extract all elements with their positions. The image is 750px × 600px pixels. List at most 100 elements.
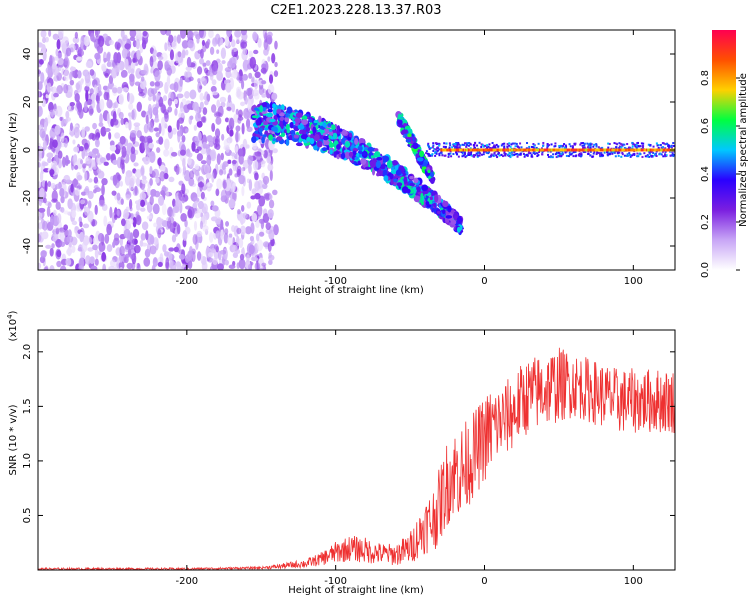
heatmap-cell: [509, 156, 512, 159]
heatmap-cell: [53, 108, 58, 116]
heatmap-cell: [70, 183, 74, 193]
heatmap-cell: [621, 144, 624, 147]
heatmap-cell: [254, 71, 261, 79]
heatmap-cell: [103, 57, 108, 63]
heatmap-cell: [456, 153, 459, 156]
heatmap-cell: [216, 99, 221, 108]
heatmap-cell: [309, 138, 315, 145]
heatmap-cell: [183, 71, 188, 80]
heatmap-cell: [523, 155, 526, 158]
heatmap-cell: [657, 146, 660, 149]
heatmap-cell: [516, 145, 519, 148]
heatmap-cell: [426, 152, 429, 155]
heatmap-cell: [67, 246, 72, 257]
heatmap-cell: [267, 242, 272, 252]
heatmap-cell: [194, 210, 201, 219]
heatmap-cell: [148, 95, 152, 102]
heatmap-cell: [173, 246, 179, 253]
heatmap-cell: [247, 87, 254, 100]
heatmap-cell: [226, 30, 232, 38]
heatmap-cell: [456, 226, 461, 233]
heatmap-cell: [84, 185, 90, 196]
heatmap-cell: [276, 108, 282, 115]
snr-scale-base: (x10: [8, 319, 19, 342]
heatmap-cell: [515, 148, 518, 152]
heatmap-cell: [73, 178, 78, 188]
y-tick-label: 0: [22, 147, 33, 153]
heatmap-cell: [109, 144, 117, 152]
heatmap-cell: [469, 148, 473, 152]
heatmap-cell: [662, 142, 665, 145]
heatmap-cell: [189, 89, 197, 100]
heatmap-cell: [438, 148, 441, 151]
heatmap-cell: [235, 130, 239, 143]
heatmap-cell: [231, 69, 238, 79]
heatmap-cell: [199, 58, 205, 65]
heatmap-cell: [162, 244, 167, 253]
heatmap-cell: [606, 148, 609, 152]
heatmap-cell: [451, 146, 454, 149]
heatmap-cell: [421, 166, 427, 170]
heatmap-cell: [46, 206, 51, 218]
heatmap-cell: [128, 180, 134, 192]
heatmap-cell: [403, 122, 408, 127]
heatmap-cell: [671, 150, 674, 153]
heatmap-cell: [454, 146, 457, 149]
heatmap-cell: [102, 85, 108, 91]
heatmap-cell: [286, 128, 291, 134]
heatmap-cell: [398, 119, 403, 126]
heatmap-cell: [51, 147, 56, 152]
heatmap-cell: [221, 163, 226, 171]
heatmap-cell: [132, 57, 136, 63]
heatmap-cell: [496, 156, 499, 159]
heatmap-cell: [96, 45, 104, 54]
heatmap-cell: [60, 206, 65, 213]
heatmap-cell: [568, 143, 571, 146]
heatmap-cell: [217, 263, 225, 270]
heatmap-cell: [276, 136, 283, 141]
heatmap-cell: [371, 168, 376, 176]
heatmap-cell: [570, 148, 574, 152]
heatmap-cell: [125, 194, 130, 201]
heatmap-cell: [208, 252, 214, 258]
heatmap-cell: [432, 142, 435, 145]
heatmap-cell: [158, 195, 165, 206]
heatmap-cell: [79, 221, 83, 228]
heatmap-cell: [510, 148, 514, 152]
heatmap-cell: [572, 151, 575, 154]
heatmap-cell: [136, 101, 142, 112]
heatmap-cell: [145, 114, 149, 125]
heatmap-cell: [236, 35, 240, 44]
heatmap-cell: [420, 192, 424, 200]
heatmap-cell: [655, 142, 658, 145]
heatmap-cell: [248, 179, 253, 191]
heatmap-cell: [415, 153, 420, 159]
heatmap-cell: [134, 81, 141, 86]
heatmap-cell: [193, 124, 197, 131]
heatmap-cell: [186, 103, 194, 110]
heatmap-cell: [130, 68, 135, 75]
heatmap-cell: [406, 188, 411, 194]
heatmap-cell: [470, 154, 473, 157]
heatmap-cell: [300, 134, 308, 140]
heatmap-cell: [456, 143, 459, 146]
heatmap-cell: [215, 188, 220, 197]
heatmap-cell: [527, 152, 530, 155]
heatmap-cell: [85, 79, 91, 88]
snr-scale-multiplier: (x104): [6, 310, 19, 341]
heatmap-cell: [431, 208, 436, 212]
spectrogram-y-label: Frequency (Hz): [8, 112, 19, 188]
heatmap-cell: [195, 112, 202, 123]
heatmap-cell: [582, 142, 585, 145]
heatmap-cell: [666, 148, 669, 152]
heatmap-cell: [93, 165, 97, 170]
heatmap-cell: [61, 36, 69, 45]
heatmap-cell: [276, 105, 282, 110]
heatmap-cell: [628, 152, 631, 155]
heatmap-cell: [478, 154, 481, 157]
heatmap-cell: [480, 148, 483, 152]
heatmap-cell: [514, 153, 517, 156]
heatmap-cell: [185, 66, 192, 72]
heatmap-cell: [241, 186, 245, 197]
heatmap-cell: [89, 88, 94, 95]
